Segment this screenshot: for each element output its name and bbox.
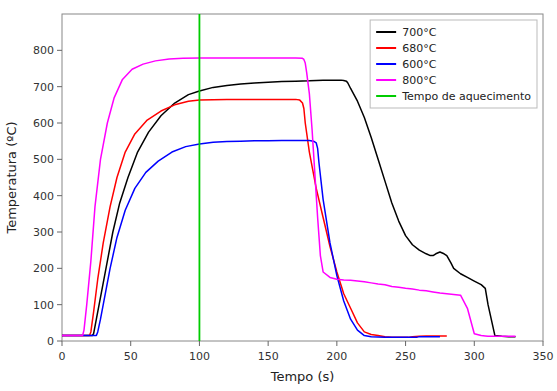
x-tick	[543, 341, 544, 346]
legend: 700°C 680°C 600°C 800°C Tempo de aquecimento	[370, 20, 537, 108]
y-tick-label: 400	[33, 190, 54, 203]
x-tick	[130, 341, 131, 346]
x-tick-label: 250	[395, 350, 416, 363]
x-tick-label: 0	[59, 350, 66, 363]
x-tick-label: 100	[189, 350, 210, 363]
heating-time-line	[199, 14, 201, 341]
x-tick-label: 200	[326, 350, 347, 363]
legend-label: Tempo de aquecimento	[401, 90, 531, 103]
x-tick	[199, 341, 200, 346]
x-tick-label: 300	[464, 350, 485, 363]
y-tick	[57, 268, 62, 269]
series-line	[62, 80, 516, 337]
series-line	[62, 140, 440, 337]
legend-swatch	[376, 79, 396, 81]
legend-swatch	[376, 63, 396, 65]
y-tick-label: 200	[33, 262, 54, 275]
x-tick	[336, 341, 337, 346]
y-tick	[57, 341, 62, 342]
y-tick-label: 0	[47, 335, 54, 348]
y-tick-label: 700	[33, 81, 54, 94]
legend-box	[370, 20, 537, 108]
legend-swatch	[376, 47, 396, 49]
y-tick-label: 300	[33, 226, 54, 239]
y-tick	[57, 195, 62, 196]
y-tick-label: 800	[33, 44, 54, 57]
x-tick-label: 150	[258, 350, 279, 363]
y-tick	[57, 86, 62, 87]
x-tick	[268, 341, 269, 346]
x-tick	[474, 341, 475, 346]
legend-swatch	[376, 31, 396, 33]
y-tick	[57, 50, 62, 51]
legend-swatch	[376, 95, 396, 97]
y-tick	[57, 232, 62, 233]
x-tick-label: 350	[533, 350, 554, 363]
x-tick	[405, 341, 406, 346]
y-tick-label: 500	[33, 153, 54, 166]
legend-label: 600°C	[402, 58, 436, 71]
legend-label: 680°C	[402, 42, 436, 55]
x-tick	[62, 341, 63, 346]
y-tick-label: 100	[33, 299, 54, 312]
series-line	[62, 99, 447, 337]
legend-label: 700°C	[402, 26, 436, 39]
x-axis-label: Tempo (s)	[270, 369, 335, 384]
y-tick	[57, 304, 62, 305]
chart: 0 50 100 150 200 250 300 350 0 100 200 300 400 500 600…	[0, 0, 557, 391]
y-tick	[57, 123, 62, 124]
x-tick-label: 50	[124, 350, 138, 363]
legend-label: 800°C	[402, 74, 436, 87]
y-tick	[57, 159, 62, 160]
plot-frame	[62, 14, 543, 341]
y-tick-label: 600	[33, 117, 54, 130]
y-axis-label: Temperatura (ºC)	[4, 121, 19, 234]
